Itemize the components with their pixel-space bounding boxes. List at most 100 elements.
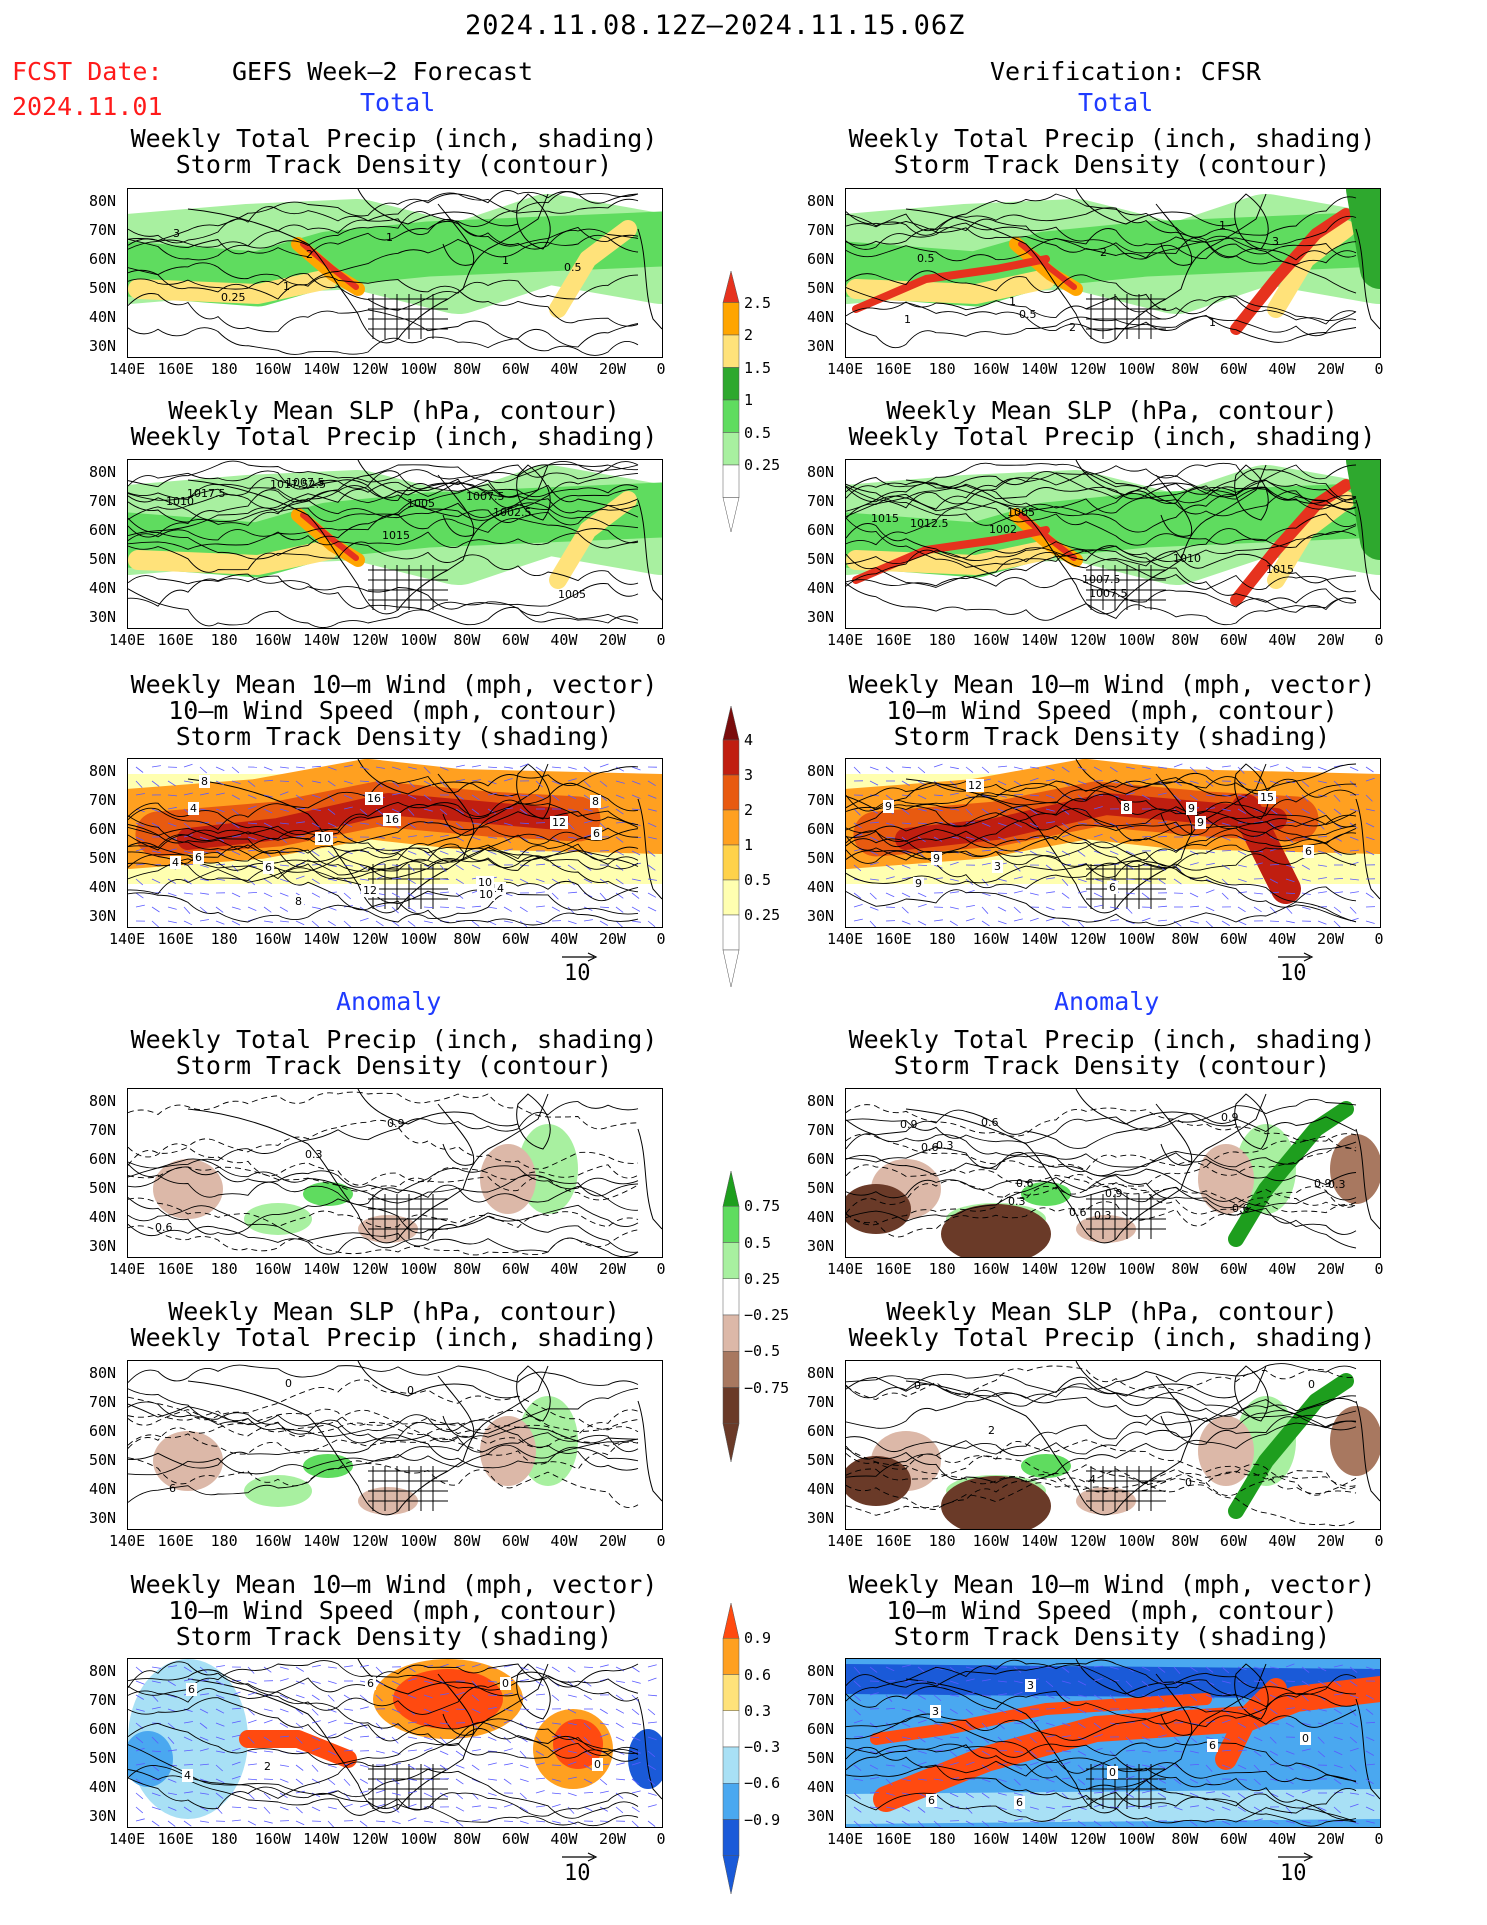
contour-label: 0.25 <box>221 291 246 304</box>
contour-label-box <box>170 856 181 869</box>
panel-title-line: Weekly Mean 10–m Wind (mph, vector) <box>130 1570 658 1599</box>
longitude-label: 0 <box>656 1260 666 1278</box>
map-canvas: 4 2 6 0 0 6 <box>128 1659 662 1827</box>
longitude-label: 60W <box>501 1830 529 1848</box>
contour-label: 2 <box>306 248 313 261</box>
contour-label: 1 <box>502 254 509 267</box>
contour-label-box <box>315 832 333 845</box>
contour-label-box <box>1207 1739 1218 1752</box>
contour-label: 8 <box>592 795 599 808</box>
verification-panel-5-title: Weekly Mean SLP (hPa, contour) Weekly Tot… <box>785 1299 1439 1351</box>
contour-label-box <box>913 877 924 890</box>
forecast-map-3: 8 6 16 14 12 4 10 12 10 8 6 8 16 10 6 4 <box>127 758 663 928</box>
latitude-label: 30N <box>807 1237 835 1255</box>
contour-label: 2 <box>988 1424 995 1437</box>
contour-label: 0.6 <box>1016 1177 1034 1190</box>
longitude-label: 100W <box>400 930 437 948</box>
wind-vectors <box>135 763 658 927</box>
colorbar-label: −0.9 <box>744 1810 781 1829</box>
colorbar-label: 4 <box>744 731 754 749</box>
latitude-label: 30N <box>807 1509 835 1527</box>
longitude-label: 140E <box>827 930 864 948</box>
verification-panel-4-title: Weekly Total Precip (inch, shading) Storm… <box>785 1027 1439 1079</box>
panel-title-line: Storm Track Density (shading) <box>893 1622 1331 1651</box>
track-anom-neg-strong <box>846 1664 1380 1699</box>
precip-shade-red-pac <box>852 255 1050 313</box>
contour-label: 8 <box>1123 801 1130 814</box>
longitude-label: 80W <box>1171 1532 1199 1550</box>
longitude-label: 80W <box>1171 1260 1199 1278</box>
contour-label-box <box>1195 816 1206 829</box>
latitude-label: 40N <box>89 308 117 326</box>
longitude-label: 140W <box>1021 1260 1058 1278</box>
latitude-label: 80N <box>807 762 835 780</box>
contour-label: 15 <box>1260 791 1274 804</box>
contour-label: 6 <box>188 1683 195 1696</box>
longitude-label: 100W <box>400 1260 437 1278</box>
latitude-label: 40N <box>89 1778 117 1796</box>
latitude-label: 50N <box>89 1179 117 1197</box>
contour-label: 4 <box>172 856 179 869</box>
latitude-label: 60N <box>89 820 117 838</box>
verification-panel-2-title: Weekly Mean SLP (hPa, contour) Weekly Tot… <box>785 398 1439 450</box>
contour-label: 1005 <box>407 497 435 510</box>
longitude-label: 160W <box>254 631 291 649</box>
panel-title-line: Storm Track Density (contour) <box>893 1051 1331 1080</box>
colorbar-label: 0.6 <box>744 1665 772 1684</box>
contour-label: 6 <box>195 851 202 864</box>
longitude-label: 100W <box>1118 930 1155 948</box>
track-anom-pos-band <box>873 1676 1380 1812</box>
colorbar-label: 0.5 <box>744 423 772 442</box>
longitude-label: 40W <box>1268 1532 1296 1550</box>
contour-label: 1012.5 <box>910 517 949 530</box>
contour-label: 0.6 <box>921 1141 939 1154</box>
longitude-label: 160W <box>254 1830 291 1848</box>
precip-shade-yellow-atl <box>1267 220 1355 318</box>
contour-label: 16 <box>385 813 399 826</box>
contour-label-box <box>365 1677 376 1690</box>
forecast-panel-2-title: Weekly Mean SLP (hPa, contour) Weekly Tot… <box>67 398 721 450</box>
longitude-label: 180 <box>928 1532 956 1550</box>
longitude-label: 80W <box>453 631 481 649</box>
longitude-label: 140E <box>109 1532 146 1550</box>
panel-title-line: Weekly Total Precip (inch, shading) <box>848 422 1376 451</box>
longitude-label: 180 <box>928 1260 956 1278</box>
longitude-label: 120W <box>351 1830 388 1848</box>
colorbar-label: 2 <box>744 326 754 344</box>
precip-shade-red <box>300 512 359 561</box>
longitude-label: 140E <box>109 930 146 948</box>
contour-label: 0.6 <box>1069 1206 1087 1219</box>
panel-title-line: Storm Track Density (contour) <box>175 1051 613 1080</box>
latitude-label: 80N <box>807 1662 835 1680</box>
panel-title-line: Storm Track Density (shading) <box>893 722 1331 751</box>
longitude-label: 60W <box>1219 631 1247 649</box>
longitude-label: 20W <box>1316 1532 1345 1550</box>
longitude-label: 20W <box>1316 360 1345 378</box>
latitude-label: 80N <box>89 1662 117 1680</box>
contour-label: 1015 <box>382 529 410 542</box>
contour-label-box <box>193 851 204 864</box>
latitude-label: 50N <box>89 1749 117 1767</box>
contour-label-box <box>926 1794 937 1807</box>
latitude-label: 50N <box>807 1451 835 1469</box>
vector-reference-label: 10 <box>1280 1861 1307 1886</box>
longitude-label: 80W <box>1171 1830 1199 1848</box>
latitude-label: 50N <box>807 279 835 297</box>
contour-label: 1005 <box>1007 506 1035 519</box>
map-canvas: 6 0 0 <box>128 1361 662 1516</box>
contour-label-box <box>550 816 568 829</box>
latitude-label: 60N <box>807 1150 835 1168</box>
contour-label: 3 <box>932 1705 939 1718</box>
contour-label: 10 <box>478 876 492 889</box>
contour-label: 10 <box>479 888 493 901</box>
longitude-label: 40W <box>1268 360 1296 378</box>
colorbar-label: 1 <box>744 836 754 854</box>
vector-reference-label: 10 <box>564 1861 591 1886</box>
latitude-label: 30N <box>807 337 835 355</box>
latitude-label: 60N <box>807 820 835 838</box>
contour-label: 0 <box>502 1677 509 1690</box>
panel-title-line: Storm Track Density (contour) <box>175 150 613 179</box>
contour-label: 0 <box>1302 1732 1309 1745</box>
anom-pos-shade <box>303 1454 353 1478</box>
